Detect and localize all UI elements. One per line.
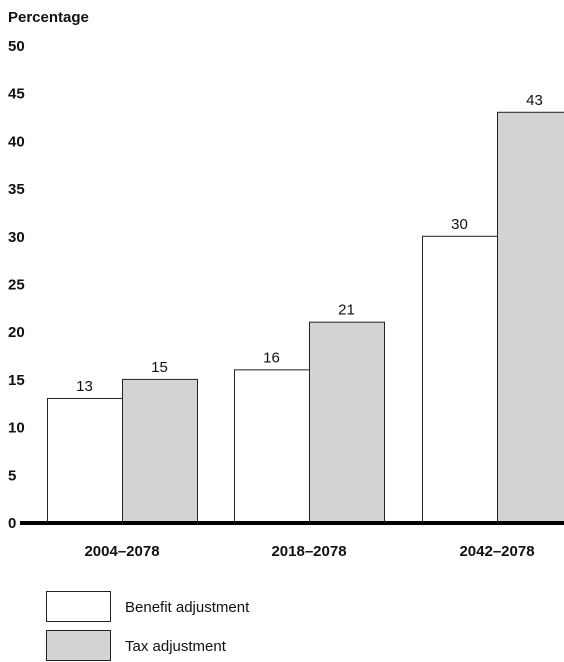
y-tick-label: 10	[8, 420, 25, 437]
y-tick-label: 25	[8, 277, 25, 294]
y-tick-label: 15	[8, 372, 25, 389]
legend-swatch	[46, 591, 111, 622]
y-tick-label: 30	[8, 229, 25, 246]
y-tick-label: 0	[8, 515, 16, 532]
bar	[122, 378, 198, 523]
x-axis-categories: 2004–2078 2018–2078 2042–2078	[84, 543, 534, 560]
y-tick-label: 40	[8, 133, 25, 150]
y-tick-label: 45	[8, 86, 25, 103]
y-tick-label: 35	[8, 181, 25, 198]
y-axis-ticks: 0 5 10 15 20 25 30 35 40 45 50	[8, 38, 25, 532]
bar-value-label: 30	[451, 216, 468, 233]
y-tick-label: 50	[8, 38, 25, 55]
y-tick-label: 5	[8, 467, 16, 484]
bar	[422, 235, 498, 524]
legend-label: Tax adjustment	[125, 638, 227, 655]
legend-label: Benefit adjustment	[125, 599, 250, 616]
y-axis-title: Percentage	[8, 9, 89, 26]
bar-value-label: 16	[263, 349, 280, 366]
bar	[234, 369, 310, 523]
bar-value-label: 21	[338, 302, 355, 319]
legend: Benefit adjustment Tax adjustment	[46, 591, 250, 661]
x-category-label: 2042–2078	[459, 543, 534, 560]
bar	[497, 111, 564, 523]
y-tick-label: 20	[8, 324, 25, 341]
bars-group: 13 15 16 21 30 43	[47, 92, 564, 524]
x-category-label: 2004–2078	[84, 543, 159, 560]
bar-value-label: 13	[76, 378, 93, 395]
bar	[309, 321, 385, 523]
legend-swatch	[46, 630, 111, 661]
x-category-label: 2018–2078	[271, 543, 346, 560]
bar-value-label: 43	[526, 92, 543, 109]
bar-value-label: 15	[151, 359, 168, 376]
bar	[47, 397, 123, 524]
